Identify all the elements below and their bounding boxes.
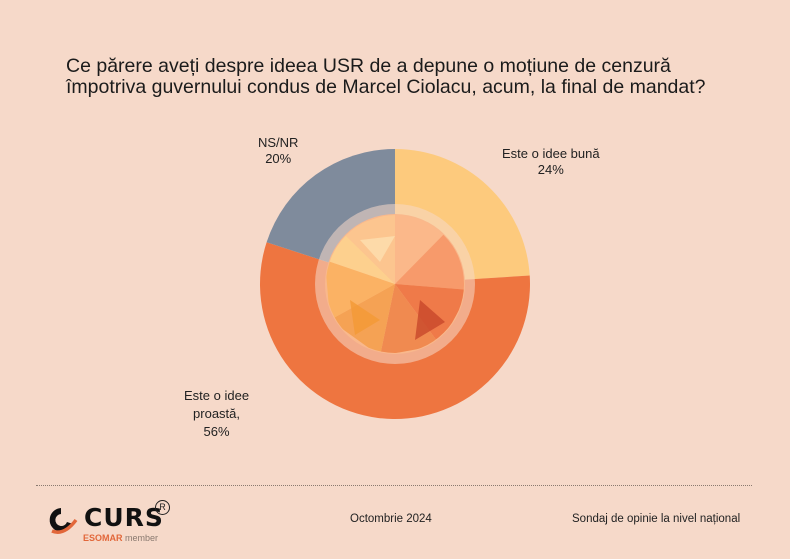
registered-icon: R (155, 500, 170, 515)
label-proasta: Este o idee proastă, 56% (184, 387, 249, 441)
esomar-badge: ESOMAR member (83, 533, 158, 543)
facet (326, 230, 395, 284)
facet (360, 236, 395, 262)
esomar-member-text: member (125, 533, 159, 543)
footer-divider (36, 485, 752, 486)
label-nsnr-name: NS/NR (258, 135, 299, 150)
facet (395, 215, 450, 284)
curs-logo: CURS R ESOMAR member (42, 500, 182, 550)
survey-type: Sondaj de opinie la nivel național (572, 513, 741, 525)
label-buna-name: Este o idee bună (502, 146, 600, 161)
chart-title-line-2: împotriva guvernului condus de Marcel Ci… (66, 76, 706, 98)
donut-chart (259, 149, 530, 420)
curs-logo-text: CURS (84, 503, 164, 532)
label-buna-value: 24% (537, 162, 564, 177)
facet (415, 300, 445, 340)
label-nsnr: NS/NR 20% (258, 135, 298, 167)
inner-facets (326, 215, 464, 353)
label-proasta-value: 56% (203, 424, 230, 439)
chart-title-line-1: Ce părere aveți despre ideea USR de a de… (66, 55, 671, 77)
survey-date: Octombrie 2024 (350, 513, 432, 525)
label-buna: Este o idee bună 24% (502, 146, 600, 178)
label-nsnr-value: 20% (265, 151, 292, 166)
facet (380, 284, 440, 353)
esomar-text: ESOMAR (83, 533, 123, 543)
label-proasta-name-1: Este o idee (184, 388, 250, 403)
facet (350, 300, 380, 335)
facet (326, 260, 395, 320)
chart-title: Ce părere aveți despre ideea USR de a de… (66, 56, 766, 98)
label-proasta-name-2: proastă, (193, 406, 241, 421)
curs-logo-icon (49, 508, 78, 534)
